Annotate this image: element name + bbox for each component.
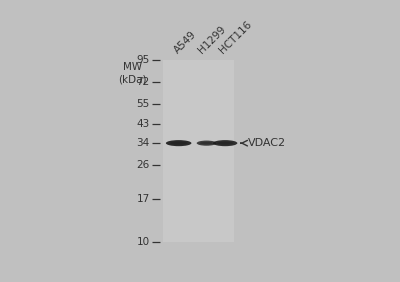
Text: VDAC2: VDAC2 [248,138,286,148]
Text: 72: 72 [136,77,150,87]
Ellipse shape [197,140,216,146]
Text: MW
(kDa): MW (kDa) [118,62,146,85]
Bar [163,60,234,242]
Ellipse shape [170,142,188,145]
Text: 34: 34 [136,138,150,148]
Text: A549: A549 [172,29,198,56]
Text: H1299: H1299 [196,24,227,56]
Text: 43: 43 [136,119,150,129]
Text: HCT116: HCT116 [218,19,254,56]
Text: 95: 95 [136,55,150,65]
Ellipse shape [166,140,192,146]
Text: 55: 55 [136,99,150,109]
Text: 10: 10 [137,237,150,247]
Ellipse shape [217,142,234,145]
Ellipse shape [213,140,237,146]
Text: 17: 17 [136,194,150,204]
Ellipse shape [200,142,214,144]
Text: 26: 26 [136,160,150,170]
